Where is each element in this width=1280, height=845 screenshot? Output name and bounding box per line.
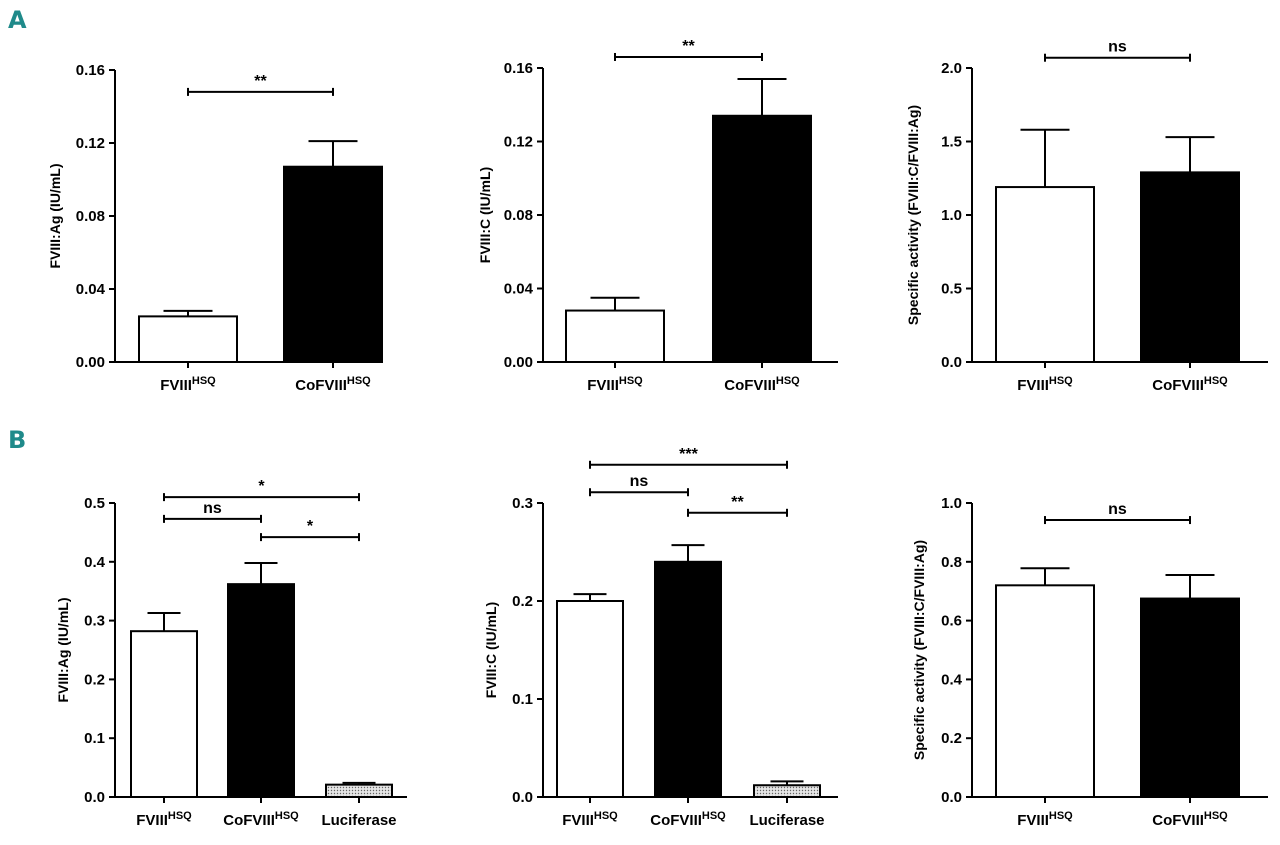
x-tick-label: CoFVIIIHSQ xyxy=(295,375,371,394)
y-tick-label: 0.00 xyxy=(504,354,533,371)
significance-label: ns xyxy=(630,473,649,490)
y-tick-label: 0.2 xyxy=(512,593,533,610)
significance-label: * xyxy=(307,518,314,535)
x-tick-label: Luciferase xyxy=(321,812,396,829)
bar-fviii xyxy=(556,600,624,798)
y-tick-label: 0.0 xyxy=(84,789,105,806)
x-tick-label: FVIIIHSQ xyxy=(136,810,192,829)
y-tick-label: 0.2 xyxy=(941,730,962,747)
y-tick-label: 0.0 xyxy=(941,789,962,806)
x-tick-label: CoFVIIIHSQ xyxy=(650,810,726,829)
bar-fviii xyxy=(138,315,238,363)
y-tick-label: 1.0 xyxy=(941,207,962,224)
y-tick-label: 0.04 xyxy=(76,281,106,298)
y-tick-label: 1.0 xyxy=(941,495,962,512)
y-tick-label: 0.6 xyxy=(941,613,962,630)
x-tick-label: CoFVIIIHSQ xyxy=(223,810,299,829)
y-tick-label: 2.0 xyxy=(941,60,962,77)
bar-fviii xyxy=(995,584,1095,798)
y-tick-label: 0.12 xyxy=(504,134,533,151)
y-tick-label: 0.8 xyxy=(941,554,962,571)
panel-label-a: A xyxy=(8,6,27,34)
y-tick-label: 0.04 xyxy=(504,281,534,298)
bar-cofviii xyxy=(712,114,812,364)
bar-cofviii xyxy=(1140,597,1240,798)
x-tick-label: Luciferase xyxy=(749,812,824,829)
y-tick-label: 0.5 xyxy=(941,281,962,298)
significance-label: ** xyxy=(254,73,267,90)
significance-label: ns xyxy=(1108,39,1127,56)
bar-luciferase xyxy=(753,784,821,798)
significance-label: ns xyxy=(1108,501,1127,518)
bar-cofviii xyxy=(1140,171,1240,363)
y-tick-label: 0.08 xyxy=(504,207,533,224)
y-axis-title: FVIII:C (IU/mL) xyxy=(477,167,493,263)
chart-2: 0.00 0.04 0.08 0.12 0.16 FVIII:C (IU/mL) FVIII… xyxy=(477,38,838,394)
y-tick-label: 0.5 xyxy=(84,495,105,512)
significance-label: ** xyxy=(682,38,695,55)
x-tick-label: CoFVIIIHSQ xyxy=(1152,810,1228,829)
significance-label: ** xyxy=(731,494,744,511)
y-tick-label: 0.0 xyxy=(941,354,962,371)
y-tick-label: 0.16 xyxy=(504,60,533,77)
bar-cofviii xyxy=(654,560,722,798)
x-tick-label: FVIIIHSQ xyxy=(1017,810,1073,829)
x-tick-label: FVIIIHSQ xyxy=(1017,375,1073,394)
y-tick-label: 0.1 xyxy=(84,730,105,747)
y-tick-label: 0.12 xyxy=(76,135,105,152)
y-tick-label: 0.00 xyxy=(76,354,105,371)
y-tick-label: 0.16 xyxy=(76,62,105,79)
x-tick-label: FVIIIHSQ xyxy=(587,375,643,394)
chart-3: 0.0 0.5 1.0 1.5 2.0 Specific activity (FVIII:… xyxy=(905,39,1268,394)
x-tick-label: FVIIIHSQ xyxy=(160,375,216,394)
bar-fviii xyxy=(565,309,665,363)
y-axis-title: Specific activity (FVIII:C/FVIII:Ag) xyxy=(905,105,921,325)
chart-4: 0.0 0.1 0.2 0.3 0.4 0.5 FVIII:Ag (IU/mL) FVIIIH… xyxy=(55,478,407,829)
y-axis-title: FVIII:Ag (IU/mL) xyxy=(55,598,71,703)
y-tick-label: 0.4 xyxy=(84,554,106,571)
chart-6: 0.0 0.2 0.4 0.6 0.8 1.0 Specific activity (FVI… xyxy=(911,495,1268,829)
y-tick-label: 0.3 xyxy=(512,495,533,512)
y-axis-title: Specific activity (FVIII:C/FVIII:Ag) xyxy=(911,540,927,760)
bar-cofviii xyxy=(227,583,295,798)
significance-label: * xyxy=(258,478,265,495)
y-tick-label: 0.4 xyxy=(941,671,963,688)
y-tick-label: 0.2 xyxy=(84,671,105,688)
bar-fviii xyxy=(995,186,1095,363)
chart-5: 0.0 0.1 0.2 0.3 FVIII:C (IU/mL) FVIIIHSQ CoFVI… xyxy=(483,446,838,829)
y-axis-title: FVIII:Ag (IU/mL) xyxy=(47,164,63,269)
y-tick-label: 0.3 xyxy=(84,613,105,630)
bar-fviii xyxy=(130,630,198,799)
bar-luciferase xyxy=(325,783,393,798)
y-tick-label: 1.5 xyxy=(941,134,962,151)
y-tick-label: 0.08 xyxy=(76,208,105,225)
x-tick-label: CoFVIIIHSQ xyxy=(1152,375,1228,394)
significance-label: ns xyxy=(203,500,222,517)
y-tick-label: 0.0 xyxy=(512,789,533,806)
chart-1: 0.00 0.04 0.08 0.12 0.16 FVIII:Ag (IU/mL) FVII… xyxy=(47,62,383,394)
x-tick-label: FVIIIHSQ xyxy=(562,810,618,829)
panel-label-b: B xyxy=(8,426,27,454)
x-tick-label: CoFVIIIHSQ xyxy=(724,375,800,394)
y-tick-label: 0.1 xyxy=(512,691,533,708)
bar-cofviii xyxy=(283,165,383,363)
significance-label: *** xyxy=(679,446,698,463)
y-axis-title: FVIII:C (IU/mL) xyxy=(483,602,499,698)
